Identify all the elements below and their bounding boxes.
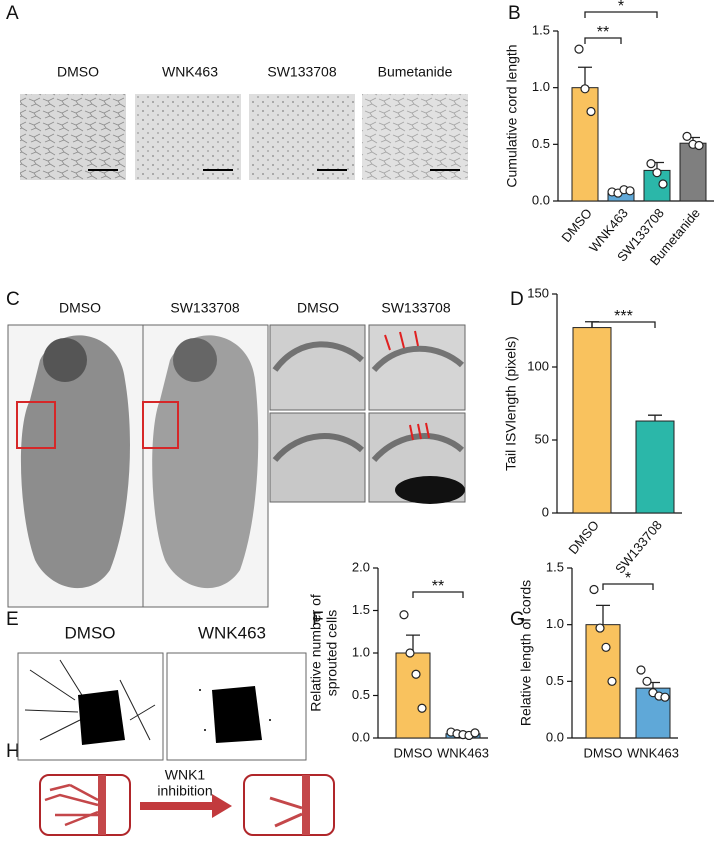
significance-label: ** <box>432 578 444 595</box>
y-tick-label: 0.5 <box>546 673 564 688</box>
error-bar <box>648 414 662 422</box>
panel-letter: C <box>6 289 20 310</box>
y-tick-label: 0 <box>542 504 549 519</box>
y-axis-label: Relative number of <box>308 594 324 712</box>
image-label: SW133708 <box>381 300 450 316</box>
significance-bracket <box>591 321 656 328</box>
y-tick-label: 1.0 <box>546 616 564 631</box>
y-tick-label: 50 <box>535 431 549 446</box>
data-point <box>405 648 415 658</box>
sprout-images <box>17 652 307 761</box>
arrow-label: WNK1 <box>165 767 206 783</box>
data-point <box>411 669 421 679</box>
data-point <box>589 584 599 595</box>
image-label: Bumetanide <box>378 64 453 80</box>
data-point <box>646 159 656 169</box>
image-label: DMSO <box>59 300 101 316</box>
significance-bracket <box>584 37 622 44</box>
x-tick-label: WNK463 <box>627 745 679 760</box>
data-point <box>586 106 596 117</box>
significance-label: ** <box>597 24 609 41</box>
arrow-label: inhibition <box>157 783 212 799</box>
bar <box>572 327 612 514</box>
bar <box>679 142 707 202</box>
y-axis-label: Tail ISVlength (pixels) <box>503 336 519 471</box>
data-point <box>470 728 480 738</box>
y-axis-label: Relative length of cords <box>518 580 534 726</box>
panel-letter: B <box>508 3 521 24</box>
x-tick-label: DMSO <box>558 205 595 245</box>
y-tick-label: 0.5 <box>352 687 370 702</box>
image-label: SW133708 <box>267 64 336 80</box>
y-tick-label: 2.0 <box>352 559 370 574</box>
image-label: DMSO <box>57 64 99 80</box>
panel-letter: A <box>6 3 19 24</box>
bar <box>571 87 599 202</box>
image-label: DMSO <box>65 623 116 642</box>
y-tick-label: 150 <box>527 285 549 300</box>
data-point <box>658 179 668 189</box>
x-tick-label: DMSO <box>584 745 623 760</box>
embryo-images <box>7 324 466 608</box>
data-point <box>652 168 662 178</box>
data-point <box>417 703 427 713</box>
y-tick-label: 0.0 <box>546 729 564 744</box>
diagram <box>39 774 335 836</box>
error-bar <box>596 604 610 625</box>
y-tick-label: 1.5 <box>532 22 550 37</box>
data-point <box>595 623 605 633</box>
panel-letter: H <box>6 741 20 762</box>
y-tick-label: 0.0 <box>352 729 370 744</box>
data-point <box>636 665 646 675</box>
data-point <box>574 44 584 54</box>
significance-label: * <box>625 570 631 587</box>
y-tick-label: 1.0 <box>532 79 550 94</box>
image-label: DMSO <box>297 300 339 316</box>
y-tick-label: 1.5 <box>352 602 370 617</box>
y-tick-label: 0.0 <box>532 192 550 207</box>
significance-label: *** <box>614 308 633 325</box>
panel-letter: D <box>510 289 524 310</box>
significance-bracket <box>584 11 658 18</box>
image-label: WNK463 <box>198 623 266 642</box>
panel-letter: G <box>510 609 525 630</box>
x-tick-label: DMSO <box>394 745 433 760</box>
data-point <box>642 676 652 686</box>
y-tick-label: 1.5 <box>546 559 564 574</box>
x-tick-label: WNK463 <box>437 745 489 760</box>
y-tick-label: 1.0 <box>352 644 370 659</box>
image-label: SW133708 <box>170 300 239 316</box>
y-tick-label: 0.5 <box>532 136 550 151</box>
data-point <box>682 131 692 141</box>
x-tick-label: SW133708 <box>612 517 665 576</box>
data-point <box>601 642 611 652</box>
y-axis-label: Cumulative cord length <box>504 44 520 187</box>
panel-letter: E <box>6 609 19 630</box>
bar <box>635 420 675 514</box>
micrographs <box>20 94 468 180</box>
panel-letter: F <box>312 609 324 630</box>
y-axis-label: sprouted cells <box>324 610 340 696</box>
significance-bracket <box>412 591 464 598</box>
y-tick-label: 100 <box>527 358 549 373</box>
data-point <box>694 140 704 151</box>
data-point <box>660 692 670 702</box>
data-point <box>625 186 635 196</box>
data-point <box>607 676 617 686</box>
significance-label: * <box>618 0 624 15</box>
significance-bracket <box>602 583 654 590</box>
data-point <box>399 610 409 620</box>
image-label: WNK463 <box>162 64 218 80</box>
bar <box>395 652 431 739</box>
x-tick-label: DMSO <box>565 517 602 557</box>
data-point <box>580 84 590 94</box>
